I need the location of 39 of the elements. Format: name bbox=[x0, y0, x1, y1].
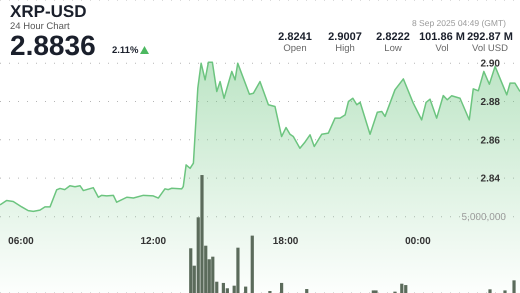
annotation: 2.8222 bbox=[376, 31, 410, 43]
bar bbox=[280, 282, 284, 293]
annotation: 2.11% bbox=[112, 45, 138, 56]
bar bbox=[512, 280, 516, 293]
annotation: 101.86 M bbox=[419, 31, 465, 43]
bar bbox=[236, 248, 240, 293]
y-tick-label: 2.90 bbox=[480, 58, 500, 70]
annotation: Open bbox=[282, 43, 308, 54]
chart-title: XRP-USD bbox=[10, 2, 87, 22]
annotation: 2.8241 bbox=[278, 31, 312, 43]
x-tick-label: 18:00 bbox=[272, 236, 299, 247]
x-tick-label: 12:00 bbox=[140, 236, 166, 247]
annotation: 2.9007 bbox=[328, 31, 362, 43]
annotation: High bbox=[334, 43, 356, 54]
annotation: Low bbox=[383, 43, 403, 54]
bar bbox=[244, 286, 248, 293]
x-tick-label: 06:00 bbox=[8, 236, 34, 247]
text: 24 Hour Chart bbox=[10, 21, 70, 32]
y-tick-label: 2.84 bbox=[480, 174, 500, 185]
bar bbox=[503, 290, 507, 293]
bar bbox=[400, 284, 404, 293]
bar bbox=[211, 256, 214, 293]
annotation: Vol USD bbox=[471, 43, 509, 54]
bar bbox=[250, 236, 254, 293]
bar bbox=[372, 290, 375, 293]
bar bbox=[222, 282, 225, 293]
annotation: 2.8836 bbox=[10, 30, 96, 61]
annotation: Vol bbox=[435, 43, 449, 54]
bar bbox=[374, 290, 378, 293]
x-tick-label: 00:00 bbox=[405, 236, 432, 247]
y-tick-label: 2.86 bbox=[480, 135, 500, 146]
bar bbox=[305, 289, 308, 293]
y-tick-label: 2.88 bbox=[480, 97, 500, 108]
bar bbox=[404, 285, 408, 293]
annotation: 292.87 M bbox=[467, 31, 513, 43]
annotation: 8 Sep 2025 04:49 (GMT) bbox=[412, 18, 506, 28]
y2-tick-label: 5,000,000 bbox=[462, 212, 506, 224]
bar bbox=[189, 248, 192, 293]
bar bbox=[200, 175, 204, 293]
